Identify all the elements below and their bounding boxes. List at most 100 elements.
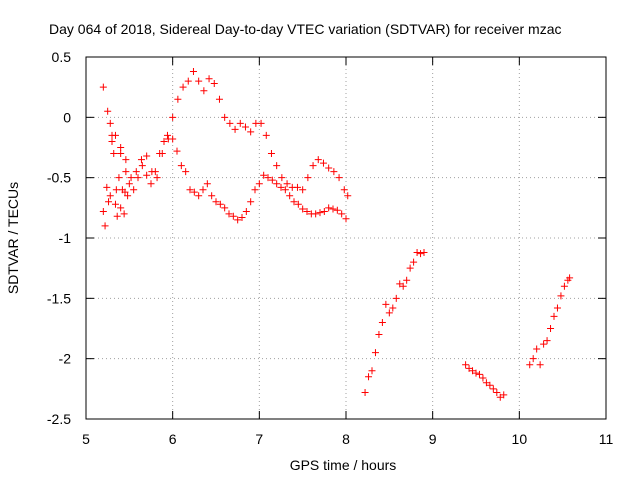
x-tick-label: 9 <box>429 431 437 447</box>
data-point <box>283 180 291 188</box>
data-point <box>179 83 187 91</box>
data-point <box>264 174 272 182</box>
y-axis-label: SDTVAR / TECUs <box>5 182 21 294</box>
data-point <box>260 171 268 179</box>
data-point <box>225 210 233 218</box>
y-tick-label: -0.5 <box>47 170 71 186</box>
data-point <box>163 131 171 139</box>
data-point <box>529 355 537 363</box>
data-point <box>226 119 234 127</box>
data-point <box>257 119 265 127</box>
axis-ticks <box>85 56 607 420</box>
data-point <box>247 128 255 136</box>
data-point <box>104 107 112 115</box>
data-point <box>117 144 125 151</box>
data-point <box>186 186 194 194</box>
data-point <box>557 292 565 300</box>
data-point <box>143 171 151 179</box>
data-point <box>420 248 428 256</box>
data-point <box>475 370 483 378</box>
data-point <box>174 95 182 103</box>
data-point <box>329 205 337 213</box>
data-point <box>330 168 338 176</box>
data-point <box>277 183 285 191</box>
x-tick-label: 5 <box>82 431 90 447</box>
data-point <box>117 150 125 158</box>
data-point <box>392 294 400 302</box>
data-point <box>342 215 350 223</box>
data-point <box>234 216 242 224</box>
data-point <box>143 152 151 160</box>
data-point <box>134 174 142 182</box>
data-point <box>550 312 558 320</box>
data-point <box>106 192 114 200</box>
data-point <box>472 369 480 377</box>
data-point <box>195 77 203 85</box>
series-segment-10-1-10-6-h <box>526 274 574 369</box>
data-point <box>262 131 270 139</box>
data-point <box>156 150 164 158</box>
data-point <box>375 331 383 339</box>
data-point <box>540 340 548 348</box>
data-point <box>486 381 494 389</box>
data-point <box>138 162 146 170</box>
data-point <box>385 309 393 317</box>
data-point <box>105 198 113 206</box>
data-point <box>215 95 223 103</box>
series-segment-8-9-h <box>361 248 428 396</box>
data-point <box>212 198 220 206</box>
data-point <box>177 162 185 170</box>
series-upper-track <box>106 67 352 200</box>
data-point <box>309 162 317 170</box>
data-point <box>184 77 192 85</box>
y-tick-label: 0.5 <box>52 49 72 65</box>
x-tick-label: 6 <box>169 431 177 447</box>
data-point <box>333 206 341 214</box>
data-point <box>242 207 250 215</box>
data-point <box>368 367 376 375</box>
y-tick-label: -1.5 <box>47 290 71 306</box>
data-point <box>278 174 286 182</box>
data-point <box>103 183 111 191</box>
data-point <box>281 186 289 194</box>
data-point <box>294 200 302 208</box>
data-point <box>553 304 561 312</box>
data-point <box>247 198 255 206</box>
data-point <box>406 264 414 272</box>
data-point <box>320 207 328 215</box>
data-point <box>316 209 324 217</box>
data-point <box>417 250 425 258</box>
data-point <box>489 385 497 393</box>
data-point <box>299 205 307 213</box>
data-point <box>267 150 275 158</box>
data-point <box>173 147 181 155</box>
data-point <box>108 137 116 145</box>
chart-title: Day 064 of 2018, Sidereal Day-to-day VTE… <box>49 21 562 37</box>
y-tick-label: -2 <box>59 351 72 367</box>
data-point <box>117 204 125 212</box>
data-point <box>112 186 120 194</box>
series-lower-track <box>99 83 350 224</box>
data-point <box>125 180 133 188</box>
data-point <box>399 282 407 290</box>
data-point <box>268 176 276 184</box>
data-point <box>190 188 198 196</box>
data-point <box>169 135 177 143</box>
data-point <box>304 174 312 182</box>
data-point <box>127 174 135 182</box>
data-point <box>111 200 119 208</box>
data-point <box>147 180 155 188</box>
data-point <box>113 212 121 220</box>
data-point <box>344 192 352 200</box>
series-early-scatter <box>99 131 132 230</box>
x-tick-label: 8 <box>342 431 350 447</box>
x-tick-label: 11 <box>599 431 614 447</box>
data-point <box>500 391 508 399</box>
data-point <box>273 180 281 188</box>
data-point <box>479 374 487 382</box>
data-point <box>169 113 177 121</box>
data-point <box>413 248 421 256</box>
x-tick-labels: 5 6 7 8 9 10 11 <box>82 431 613 447</box>
